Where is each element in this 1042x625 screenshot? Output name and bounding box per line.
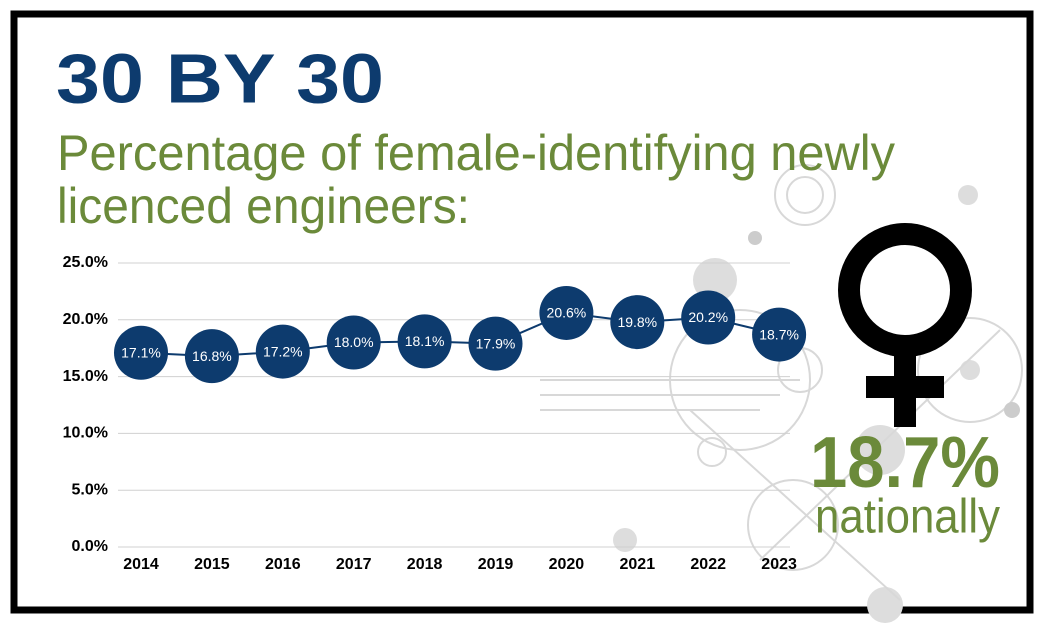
point-marker xyxy=(326,315,381,370)
plot: 0.0% 5.0% 10.0% 15.0% 20.0% 25.0% 2014 2015 2016… xyxy=(63,254,807,573)
callout-value: 18.7% xyxy=(810,423,1000,503)
data-label: 18.1% xyxy=(405,333,445,349)
y-tick-label: 25.0% xyxy=(63,254,108,271)
data-label: 17.2% xyxy=(263,343,303,359)
data-label: 20.2% xyxy=(688,309,728,325)
point-marker xyxy=(114,325,168,380)
point-marker xyxy=(610,295,665,350)
point-marker xyxy=(184,329,239,384)
y-tick-label: 0.0% xyxy=(72,538,108,555)
y-tick-label: 10.0% xyxy=(63,425,108,442)
data-label: 17.1% xyxy=(121,344,161,360)
x-tick-label: 2022 xyxy=(690,556,726,573)
x-tick-label: 2015 xyxy=(194,556,230,573)
data-label: 17.9% xyxy=(476,335,516,351)
x-tick-label: 2021 xyxy=(620,556,656,573)
point-marker xyxy=(468,316,523,371)
data-label: 16.8% xyxy=(192,348,232,364)
data-label: 19.8% xyxy=(617,314,657,330)
female-symbol xyxy=(838,223,972,427)
background-decoration xyxy=(540,164,1023,623)
title: 30 BY 30 xyxy=(56,39,384,117)
x-tick-label: 2019 xyxy=(478,556,514,573)
x-tick-label: 2016 xyxy=(265,556,301,573)
x-tick-label: 2023 xyxy=(761,556,797,573)
data-label: 18.7% xyxy=(759,326,799,342)
y-tick-label: 15.0% xyxy=(63,368,108,385)
x-tick-label: 2017 xyxy=(336,556,372,573)
callout-text: nationally xyxy=(815,491,1000,544)
point-marker xyxy=(255,324,310,379)
y-tick-label: 20.0% xyxy=(63,311,108,328)
data-label: 20.6% xyxy=(547,305,587,321)
data-label: 18.0% xyxy=(334,334,374,350)
point-marker xyxy=(397,314,452,369)
x-tick-label: 2018 xyxy=(407,556,443,573)
subtitle: Percentage of female-identifying newly xyxy=(57,125,895,181)
x-tick-label: 2020 xyxy=(549,556,585,573)
series-line xyxy=(140,311,780,358)
point-marker xyxy=(681,290,736,345)
point-marker xyxy=(539,285,594,340)
x-tick-label: 2014 xyxy=(123,556,159,573)
point-marker xyxy=(752,307,807,362)
y-tick-label: 5.0% xyxy=(72,481,108,498)
subtitle: licenced engineers: xyxy=(57,178,470,234)
